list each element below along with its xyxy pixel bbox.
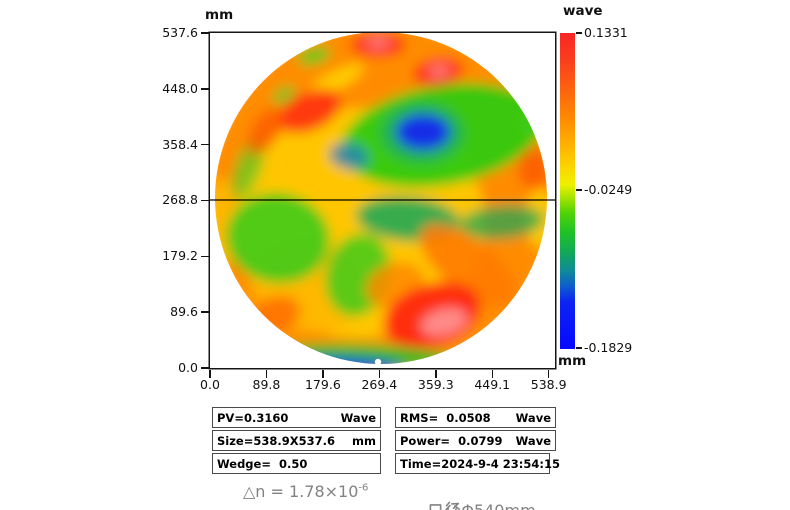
y-tick-mark bbox=[201, 255, 209, 258]
y-tick-label: 89.6 bbox=[170, 304, 198, 320]
y-tick-label: 358.4 bbox=[162, 136, 198, 152]
defect-marker-dot bbox=[374, 358, 382, 366]
x-tick-label: 0.0 bbox=[200, 377, 220, 392]
x-tick-label: 538.9 bbox=[530, 377, 567, 392]
x-tick-mark bbox=[209, 369, 211, 378]
stat-pv-text: PV=0.3160 bbox=[217, 410, 289, 425]
y-tick-mark bbox=[201, 143, 209, 146]
colorbar-tick-label: -0.0249 bbox=[584, 182, 633, 197]
stat-rms-text: RMS= 0.0508 bbox=[400, 410, 491, 425]
colorbar-tick-mark bbox=[576, 347, 582, 349]
stat-size-text: Size=538.9X537.6 bbox=[217, 433, 335, 448]
y-tick-label: 0.0 bbox=[178, 359, 198, 375]
x-tick-label: 449.1 bbox=[474, 377, 511, 392]
stat-box-power: Power= 0.0799 Wave bbox=[395, 430, 556, 451]
y-tick-mark bbox=[201, 88, 209, 90]
y-tick-label: 537.6 bbox=[162, 25, 198, 40]
y-tick-mark bbox=[201, 199, 209, 202]
cjk-kou-glyph bbox=[429, 504, 442, 510]
y-tick-label: 448.0 bbox=[162, 80, 198, 96]
colorbar-tick-label: 0.1331 bbox=[584, 25, 628, 40]
x-tick-label: 269.4 bbox=[361, 377, 398, 392]
stat-box-size: Size=538.9X537.6 mm bbox=[212, 430, 381, 451]
colorbar-unit-bottom-label: mm bbox=[558, 353, 587, 369]
colorbar-gradient bbox=[560, 33, 575, 349]
plot-area bbox=[210, 32, 555, 368]
cjk-jing-glyph bbox=[445, 501, 461, 510]
wavefront-map bbox=[210, 32, 555, 366]
y-tick-mark bbox=[201, 367, 209, 369]
y-tick-mark bbox=[201, 32, 209, 34]
colorbar-unit-top-label: wave bbox=[563, 3, 603, 19]
aperture-value: Φ540mm bbox=[461, 501, 535, 510]
delta-n-annotation: △n = 1.78×10-6 bbox=[243, 482, 368, 501]
colorbar-tick-mark bbox=[576, 189, 582, 191]
stat-pv-unit: Wave bbox=[340, 410, 376, 425]
colorbar-tick-mark bbox=[576, 32, 582, 34]
x-tick-mark bbox=[547, 369, 550, 378]
x-tick-mark bbox=[322, 369, 324, 378]
x-tick-mark bbox=[435, 369, 437, 378]
y-tick-mark bbox=[201, 311, 209, 313]
delta-n-exponent: -6 bbox=[358, 482, 369, 494]
stat-time-text: Time=2024-9-4 23:54:15 bbox=[400, 456, 560, 471]
x-tick-mark bbox=[491, 369, 493, 378]
wavefront-blobs bbox=[215, 32, 547, 364]
x-tick-label: 89.8 bbox=[252, 377, 281, 392]
y-tick-label: 179.2 bbox=[162, 248, 198, 264]
stat-box-rms: RMS= 0.0508 Wave bbox=[395, 407, 556, 428]
delta-n-base: △n = 1.78×10 bbox=[243, 482, 359, 501]
x-tick-label: 179.6 bbox=[304, 377, 341, 392]
stat-power-text: Power= 0.0799 bbox=[400, 433, 503, 448]
stat-rms-unit: Wave bbox=[515, 410, 551, 425]
aperture-annotation: Φ540mm bbox=[407, 482, 536, 510]
stat-size-unit: mm bbox=[352, 433, 376, 448]
stat-wedge-text: Wedge= 0.50 bbox=[217, 456, 308, 471]
y-axis-unit-label: mm bbox=[205, 7, 234, 23]
stat-box-wedge: Wedge= 0.50 bbox=[212, 453, 381, 474]
y-tick-label: 268.8 bbox=[162, 192, 198, 208]
stat-box-time: Time=2024-9-4 23:54:15 bbox=[395, 453, 560, 474]
x-tick-mark bbox=[378, 369, 381, 378]
x-tick-label: 359.3 bbox=[417, 377, 454, 392]
x-tick-mark bbox=[265, 369, 268, 378]
stat-box-pv: PV=0.3160 Wave bbox=[212, 407, 381, 428]
colorbar-tick-label: -0.1829 bbox=[584, 340, 633, 355]
stat-power-unit: Wave bbox=[515, 433, 551, 448]
